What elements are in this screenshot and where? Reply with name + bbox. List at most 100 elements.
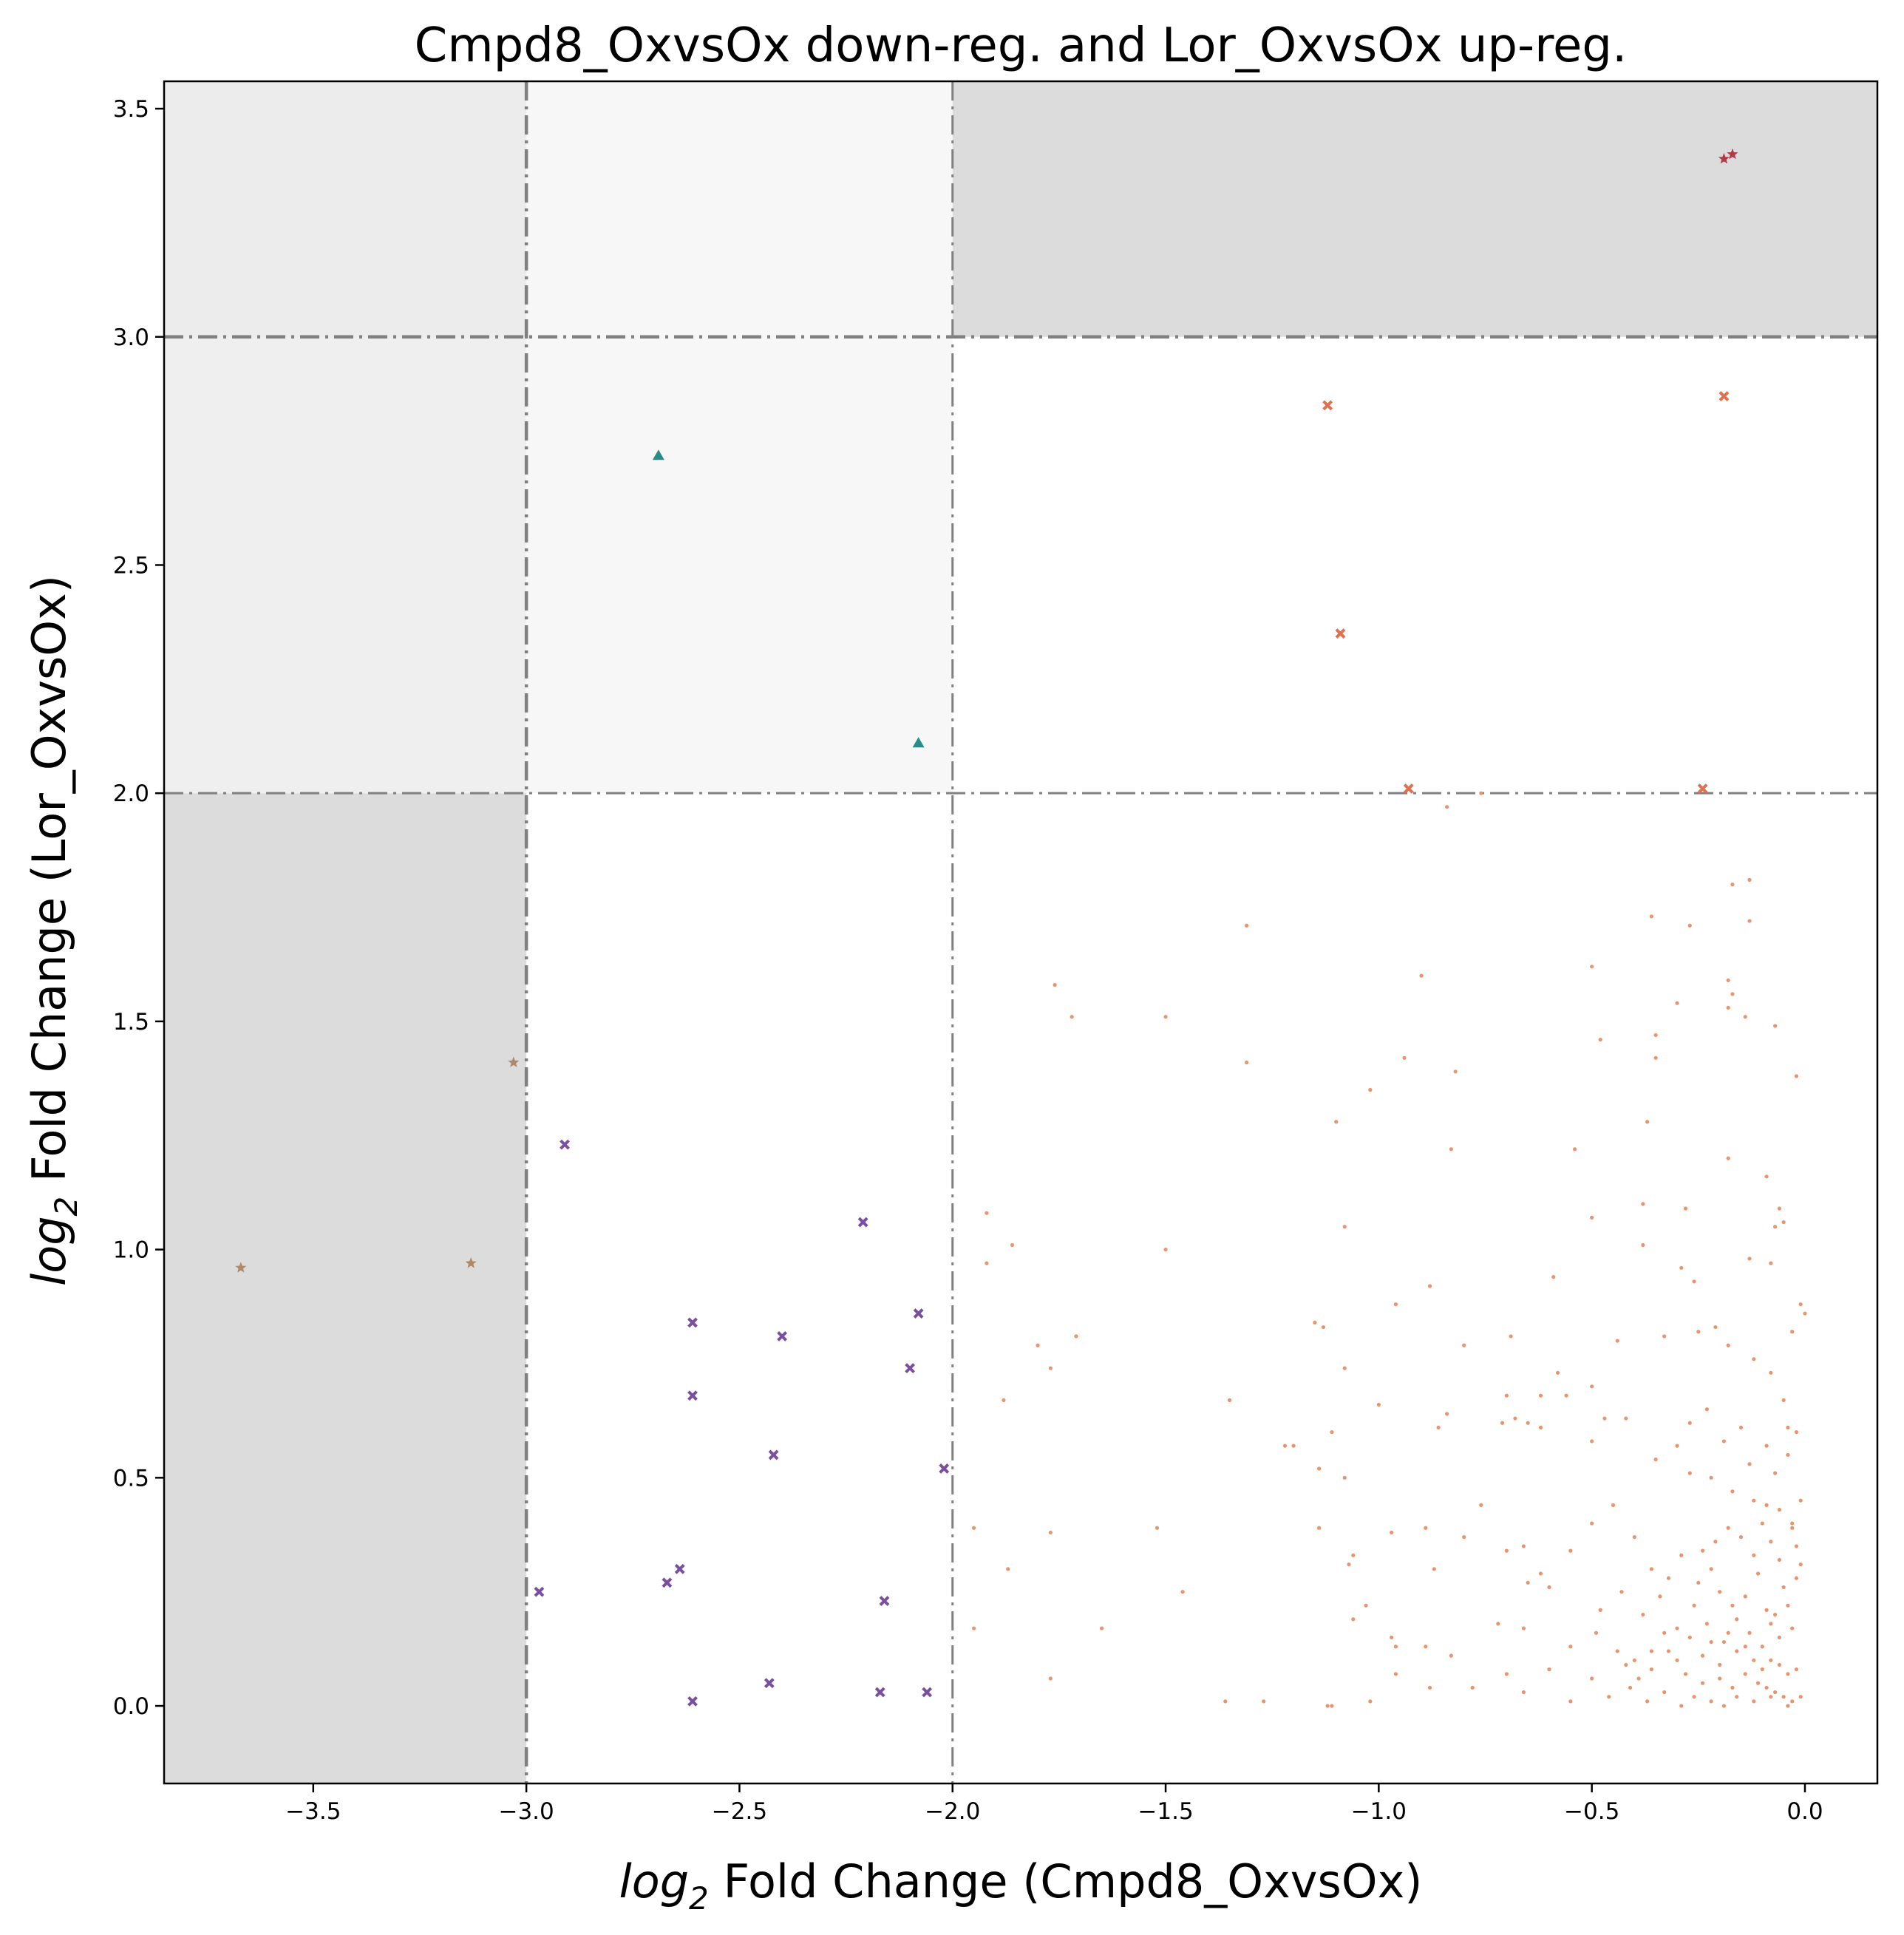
data-point <box>1526 1580 1530 1585</box>
data-point <box>1709 1639 1713 1645</box>
x-tick-label: −2.5 <box>712 1798 767 1825</box>
x-tick-label: −0.5 <box>1564 1798 1619 1825</box>
data-point <box>687 1696 698 1707</box>
data-point <box>1777 1206 1781 1211</box>
data-point <box>1718 1676 1722 1681</box>
data-point <box>1330 1704 1334 1708</box>
data-point <box>1615 1649 1619 1653</box>
shaded-region <box>164 81 527 337</box>
data-point <box>1504 1393 1509 1398</box>
data-point <box>874 1687 885 1698</box>
data-point <box>1679 1704 1684 1708</box>
x-tick-label: −3.5 <box>285 1798 341 1825</box>
data-point <box>1704 1622 1709 1626</box>
y-tick-label: 1.0 <box>113 1237 149 1264</box>
data-point <box>1794 1576 1799 1580</box>
data-point <box>1342 1366 1347 1370</box>
data-point <box>1747 919 1752 923</box>
data-point <box>1794 1544 1799 1548</box>
data-point <box>1632 1658 1636 1662</box>
y-tick-label: 2.5 <box>113 552 149 579</box>
data-point <box>1764 1503 1769 1507</box>
data-point <box>1777 1557 1781 1562</box>
data-point <box>1641 1242 1645 1248</box>
data-point <box>1794 1074 1799 1078</box>
data-point <box>1364 1603 1368 1608</box>
data-point <box>1786 1603 1790 1608</box>
data-point <box>1317 1526 1322 1530</box>
data-point <box>1726 978 1730 982</box>
data-point <box>1048 1676 1053 1681</box>
data-point <box>1649 1667 1653 1672</box>
data-point <box>985 1211 989 1215</box>
data-point <box>1453 1069 1458 1074</box>
data-point <box>1721 1639 1727 1645</box>
data-point <box>1048 1530 1053 1535</box>
data-point <box>1709 1699 1713 1704</box>
data-point <box>662 1577 673 1588</box>
data-point <box>1721 1704 1727 1708</box>
data-point <box>1427 1685 1432 1690</box>
data-point <box>1419 973 1424 978</box>
data-point <box>1755 1681 1761 1685</box>
y-tick-label: 0.0 <box>113 1693 149 1720</box>
data-point <box>1803 1311 1807 1316</box>
data-point <box>1445 1412 1449 1416</box>
data-point <box>1590 1521 1594 1526</box>
data-point <box>1653 1033 1658 1038</box>
data-point <box>1070 1015 1074 1019</box>
data-point <box>1163 1248 1168 1252</box>
x-axis-label-text: Fold Change (Cmpd8_OxvsOx) <box>709 1854 1423 1908</box>
data-point <box>1755 1571 1761 1576</box>
data-point <box>534 1586 545 1597</box>
data-point <box>1790 1330 1795 1334</box>
data-point <box>1402 1055 1407 1060</box>
data-point <box>1752 1658 1756 1662</box>
plot-frame <box>163 80 1879 1785</box>
data-point <box>1798 1695 1803 1699</box>
data-point <box>971 1526 976 1530</box>
data-point <box>1764 1174 1769 1179</box>
data-point <box>1602 1416 1607 1421</box>
data-point <box>1777 1507 1781 1512</box>
data-point <box>1726 1005 1730 1010</box>
data-point <box>1700 1653 1705 1658</box>
x-tick-label: 0.0 <box>1786 1798 1823 1825</box>
x-axis-label-log: log <box>619 1854 690 1908</box>
y-axis-label: log2 Fold Change (Lor_OxvsOx) <box>22 575 84 1286</box>
x-tick-label: −2.0 <box>925 1798 980 1825</box>
data-point <box>1747 1462 1752 1466</box>
data-point <box>1738 1425 1744 1430</box>
data-point <box>1752 1357 1756 1361</box>
data-point <box>1769 1622 1773 1626</box>
data-point <box>1760 1645 1764 1649</box>
data-point <box>1697 783 1708 794</box>
data-point <box>1322 400 1333 411</box>
data-point <box>1590 1215 1594 1220</box>
data-point <box>1521 1690 1526 1695</box>
data-point <box>1568 1645 1573 1649</box>
data-point <box>1752 1553 1756 1557</box>
data-point <box>913 1308 924 1319</box>
data-point <box>1496 1622 1500 1626</box>
data-point <box>1325 1704 1330 1708</box>
data-point <box>1738 1534 1744 1540</box>
data-point <box>1342 1225 1347 1229</box>
data-point <box>1368 1699 1373 1704</box>
data-point <box>508 1056 520 1067</box>
y-axis-ticks: 0.0 0.5 1.0 1.5 2.0 2.5 3.0 3.5 <box>113 96 164 1720</box>
data-point <box>1773 1471 1778 1475</box>
data-point <box>1692 1603 1696 1608</box>
data-point <box>1730 1489 1735 1494</box>
data-point <box>1696 1330 1701 1334</box>
data-point <box>1781 1585 1786 1590</box>
data-point <box>1786 1672 1790 1676</box>
data-point <box>1653 1055 1658 1060</box>
data-point <box>1743 1594 1747 1599</box>
data-point <box>1521 1544 1526 1548</box>
data-point <box>1611 1503 1616 1507</box>
data-point <box>1462 1534 1466 1540</box>
data-point <box>1726 1630 1730 1635</box>
data-point <box>1718 153 1730 164</box>
